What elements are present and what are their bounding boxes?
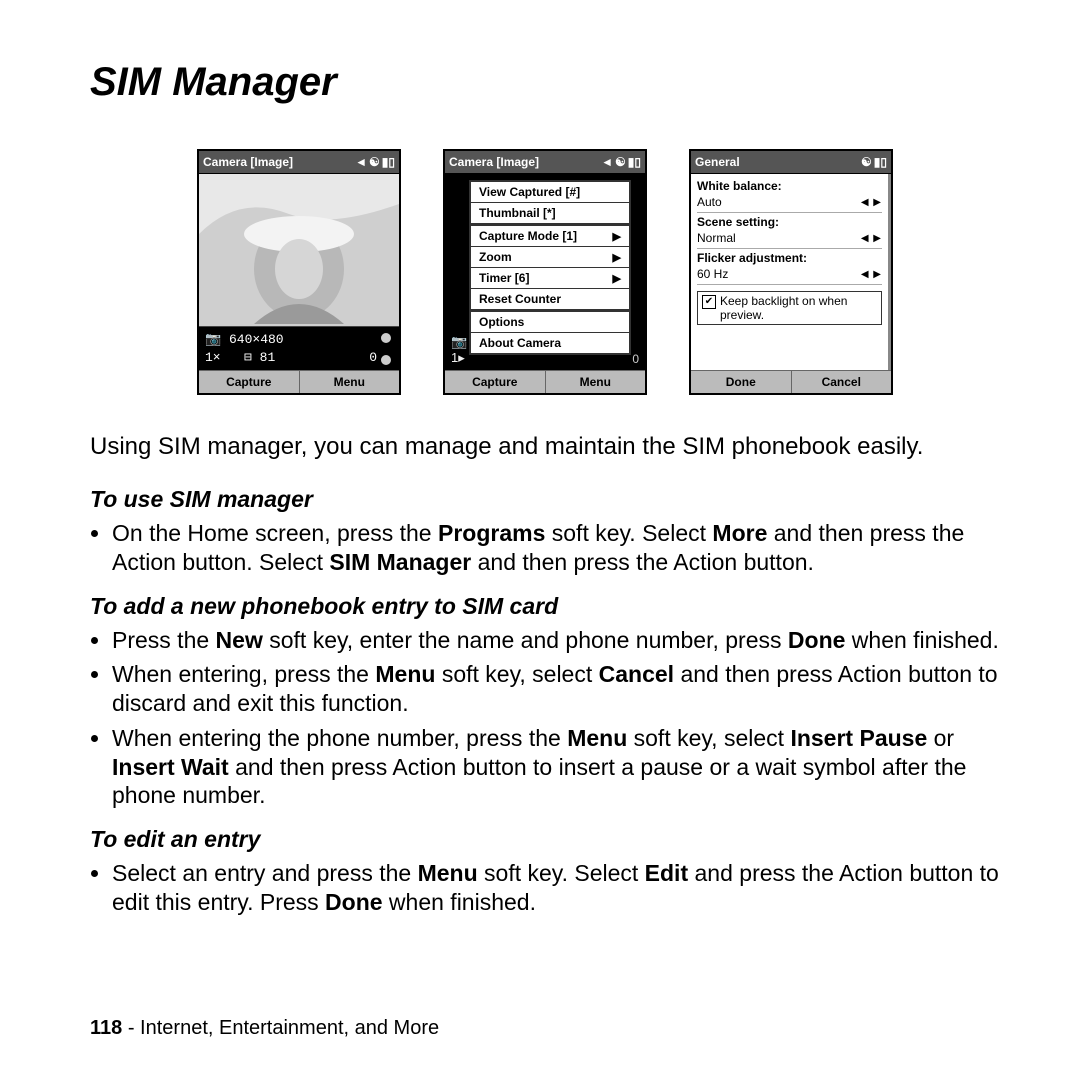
section-heading-edit: To edit an entry [90,826,1000,853]
menu-area: View Captured [#] Thumbnail [*] Capture … [445,174,645,370]
spinner-arrows-icon: ◀ ▶ [861,197,882,208]
zoom-text: 1× [205,350,221,365]
softkey-menu[interactable]: Menu [299,371,400,393]
menu-label: Reset Counter [479,292,561,306]
page-number: 118 [90,1017,122,1039]
titlebar-text: General [695,155,740,169]
menu-label: Timer [6] [479,271,529,285]
sync-icon: ☯ [861,155,872,169]
value-text: 60 Hz [697,267,728,281]
sound-icon: ◄ [601,155,613,169]
signal-icon: ▮▯ [628,155,641,169]
page-title: SIM Manager [90,60,1000,105]
softkey-capture[interactable]: Capture [199,371,299,393]
menu-label: Options [479,315,524,329]
chevron-right-icon: ▶ [613,272,621,285]
titlebar: Camera [Image] ◄ ☯ ▮▯ [199,151,399,174]
softkey-capture[interactable]: Capture [445,371,545,393]
list-item: Press the New soft key, enter the name a… [112,626,1000,655]
checkbox-icon: ✔ [702,295,716,309]
menu-label: Capture Mode [1] [479,229,577,243]
softkey-menu[interactable]: Menu [545,371,646,393]
titlebar-text: Camera [Image] [449,155,539,169]
list-item: On the Home screen, press the Programs s… [112,519,1000,577]
status-icons: ◄ ☯ ▮▯ [355,155,395,169]
status-icons: ☯ ▮▯ [861,155,887,169]
sound-icon: ◄ [355,155,367,169]
phone-screen-general-settings: General ☯ ▮▯ White balance: Auto ◀ ▶ Scen… [689,149,893,395]
page-footer: 118 - Internet, Entertainment, and More [90,1017,439,1040]
menu-item-reset-counter[interactable]: Reset Counter [471,289,629,310]
titlebar-text: Camera [Image] [203,155,293,169]
list-item: When entering, press the Menu soft key, … [112,660,1000,718]
section-heading-add: To add a new phonebook entry to SIM card [90,593,1000,620]
record-dot-icon [381,355,391,365]
signal-icon: ▮▯ [874,155,887,169]
settings-area: White balance: Auto ◀ ▶ Scene setting: No… [691,174,891,370]
backlight-checkbox-row[interactable]: ✔ Keep backlight on when preview. [697,291,882,325]
camera-menu: View Captured [#] Thumbnail [*] Capture … [469,180,631,355]
menu-label: Thumbnail [*] [479,206,556,220]
list-item: When entering the phone number, press th… [112,724,1000,810]
flicker-label: Flicker adjustment: [697,251,882,265]
menu-item-view-captured[interactable]: View Captured [#] [471,182,629,203]
white-balance-selector[interactable]: Auto ◀ ▶ [697,193,882,213]
value-text: Normal [697,231,736,245]
right-counter: 0 [632,352,639,366]
menu-label: View Captured [#] [479,185,580,199]
menu-label: Zoom [479,250,512,264]
titlebar: General ☯ ▮▯ [691,151,891,174]
status-icons: ◄ ☯ ▮▯ [601,155,641,169]
spinner-arrows-icon: ◀ ▶ [861,233,882,244]
camera-status-bar: 📷 640×480 1× ⊟ 81 0 [199,327,399,370]
photo-preview [199,174,399,327]
menu-label: About Camera [479,336,561,350]
chevron-right-icon: ▶ [613,251,621,264]
counter-icon: ⊟ [244,350,252,365]
menu-item-zoom[interactable]: Zoom ▶ [471,247,629,268]
scene-setting-selector[interactable]: Normal ◀ ▶ [697,229,882,249]
resolution-text: 640×480 [229,332,284,347]
chevron-right-icon: ▶ [613,230,621,243]
side-icons: 📷1▸ [451,334,467,366]
titlebar: Camera [Image] ◄ ☯ ▮▯ [445,151,645,174]
menu-item-timer[interactable]: Timer [6] ▶ [471,268,629,289]
scene-setting-label: Scene setting: [697,215,882,229]
list-item: Select an entry and press the Menu soft … [112,859,1000,917]
section-heading-use: To use SIM manager [90,486,1000,513]
phone-screen-camera-preview: Camera [Image] ◄ ☯ ▮▯ [197,149,401,395]
intro-paragraph: Using SIM manager, you can manage and ma… [90,431,1000,462]
sync-icon: ☯ [369,155,380,169]
camera-icon: 📷 [205,332,221,347]
value-text: Auto [697,195,722,209]
menu-item-capture-mode[interactable]: Capture Mode [1] ▶ [471,224,629,247]
flicker-selector[interactable]: 60 Hz ◀ ▶ [697,265,882,285]
screenshots-row: Camera [Image] ◄ ☯ ▮▯ [90,149,1000,395]
sync-icon: ☯ [615,155,626,169]
spinner-arrows-icon: ◀ ▶ [861,269,882,280]
right-counter: 0 [369,349,377,367]
white-balance-label: White balance: [697,179,882,193]
menu-item-about[interactable]: About Camera [471,333,629,353]
signal-icon: ▮▯ [382,155,395,169]
footer-text: Internet, Entertainment, and More [140,1017,439,1039]
softkey-cancel[interactable]: Cancel [791,371,892,393]
softkey-done[interactable]: Done [691,371,791,393]
counter-text: 81 [260,350,276,365]
backlight-label: Keep backlight on when preview. [720,294,877,322]
phone-screen-camera-menu: Camera [Image] ◄ ☯ ▮▯ View Captured [#] … [443,149,647,395]
preview-area: 📷 640×480 1× ⊟ 81 0 [199,174,399,370]
record-dot-icon [381,333,391,343]
menu-item-thumbnail[interactable]: Thumbnail [*] [471,203,629,224]
menu-item-options[interactable]: Options [471,310,629,333]
